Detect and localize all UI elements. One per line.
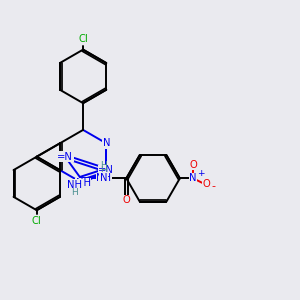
- Text: N: N: [103, 138, 110, 148]
- Text: Cl: Cl: [32, 217, 42, 226]
- Text: N: N: [100, 173, 107, 183]
- Text: N: N: [190, 173, 197, 183]
- Text: =N: =N: [98, 165, 114, 175]
- Text: H: H: [71, 188, 78, 196]
- Text: O: O: [122, 195, 130, 205]
- Text: =N: =N: [57, 152, 73, 162]
- Text: H: H: [100, 161, 107, 170]
- Text: Cl: Cl: [78, 34, 88, 44]
- Text: H: H: [100, 167, 107, 176]
- Text: O: O: [189, 160, 197, 170]
- Text: NH: NH: [67, 180, 82, 190]
- Text: O: O: [203, 179, 211, 189]
- Text: -: -: [211, 182, 215, 191]
- Text: NH: NH: [76, 178, 91, 188]
- Text: NH: NH: [96, 173, 111, 183]
- Text: +: +: [197, 169, 205, 178]
